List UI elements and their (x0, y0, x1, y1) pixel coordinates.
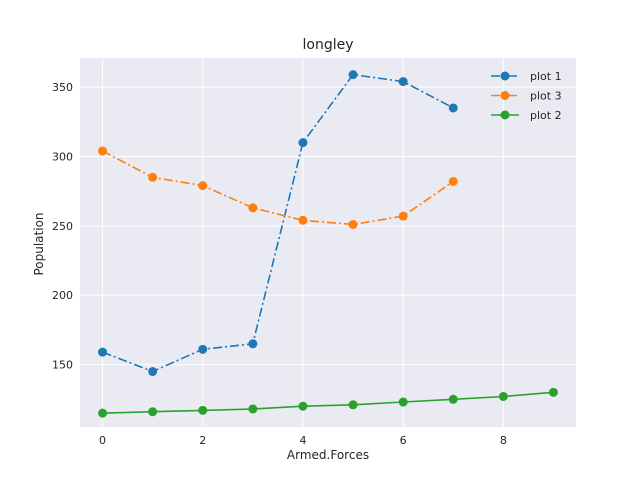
data-point (448, 394, 458, 404)
series-line (102, 73, 454, 373)
legend-marker (500, 110, 510, 120)
data-point (348, 219, 358, 229)
y-tick-label: 150 (52, 359, 73, 372)
x-tick-label: 2 (199, 434, 206, 447)
data-point (248, 404, 258, 414)
data-point (448, 176, 458, 186)
data-point (148, 407, 158, 417)
series-plot-1 (98, 70, 458, 377)
data-point (548, 387, 558, 397)
data-point (398, 211, 408, 221)
data-point (398, 397, 408, 407)
legend-item-plot-1: plot 1 (491, 70, 562, 83)
data-point (348, 400, 358, 410)
y-tick-label: 250 (52, 220, 73, 233)
grid (80, 58, 576, 427)
x-axis-label: Armed.Forces (287, 448, 369, 462)
y-tick-label: 350 (52, 81, 73, 94)
data-point (98, 408, 108, 418)
series-plot-3 (98, 146, 458, 229)
data-point (248, 203, 258, 213)
data-point (298, 401, 308, 411)
series-line (102, 150, 454, 226)
data-point (98, 146, 108, 156)
legend-marker (500, 71, 510, 81)
legend-item-plot-3: plot 3 (491, 90, 562, 103)
data-point (148, 172, 158, 182)
x-tick-label: 8 (500, 434, 507, 447)
x-tick-label: 6 (400, 434, 407, 447)
data-point (198, 181, 208, 191)
data-point (498, 391, 508, 401)
data-point (448, 103, 458, 113)
legend-item-plot-2: plot 2 (491, 109, 562, 122)
data-point (148, 367, 158, 377)
data-point (198, 405, 208, 415)
data-point (348, 70, 358, 80)
data-point (398, 77, 408, 87)
y-tick-labels: 150 200 250 300 350 (52, 81, 73, 371)
y-tick-label: 200 (52, 289, 73, 302)
series-plot-2 (98, 387, 558, 418)
y-tick-label: 300 (52, 150, 73, 163)
legend-marker (500, 91, 510, 100)
x-tick-label: 0 (99, 434, 106, 447)
y-axis-label: Population (32, 212, 46, 275)
data-point (248, 339, 258, 349)
legend-label: plot 1 (530, 70, 562, 83)
chart-title: longley (302, 37, 353, 53)
data-point (198, 344, 208, 354)
legend: plot 1 plot 3 plot 2 (491, 70, 562, 122)
data-point (298, 215, 308, 225)
x-tick-label: 4 (299, 434, 306, 447)
legend-label: plot 2 (530, 109, 562, 122)
series-line (102, 391, 554, 414)
series-lines (98, 70, 558, 418)
plot-area (80, 58, 576, 427)
data-point (98, 347, 108, 357)
data-point (298, 138, 308, 148)
legend-label: plot 3 (530, 90, 562, 103)
x-tick-labels: 0 2 4 6 8 (99, 434, 507, 447)
